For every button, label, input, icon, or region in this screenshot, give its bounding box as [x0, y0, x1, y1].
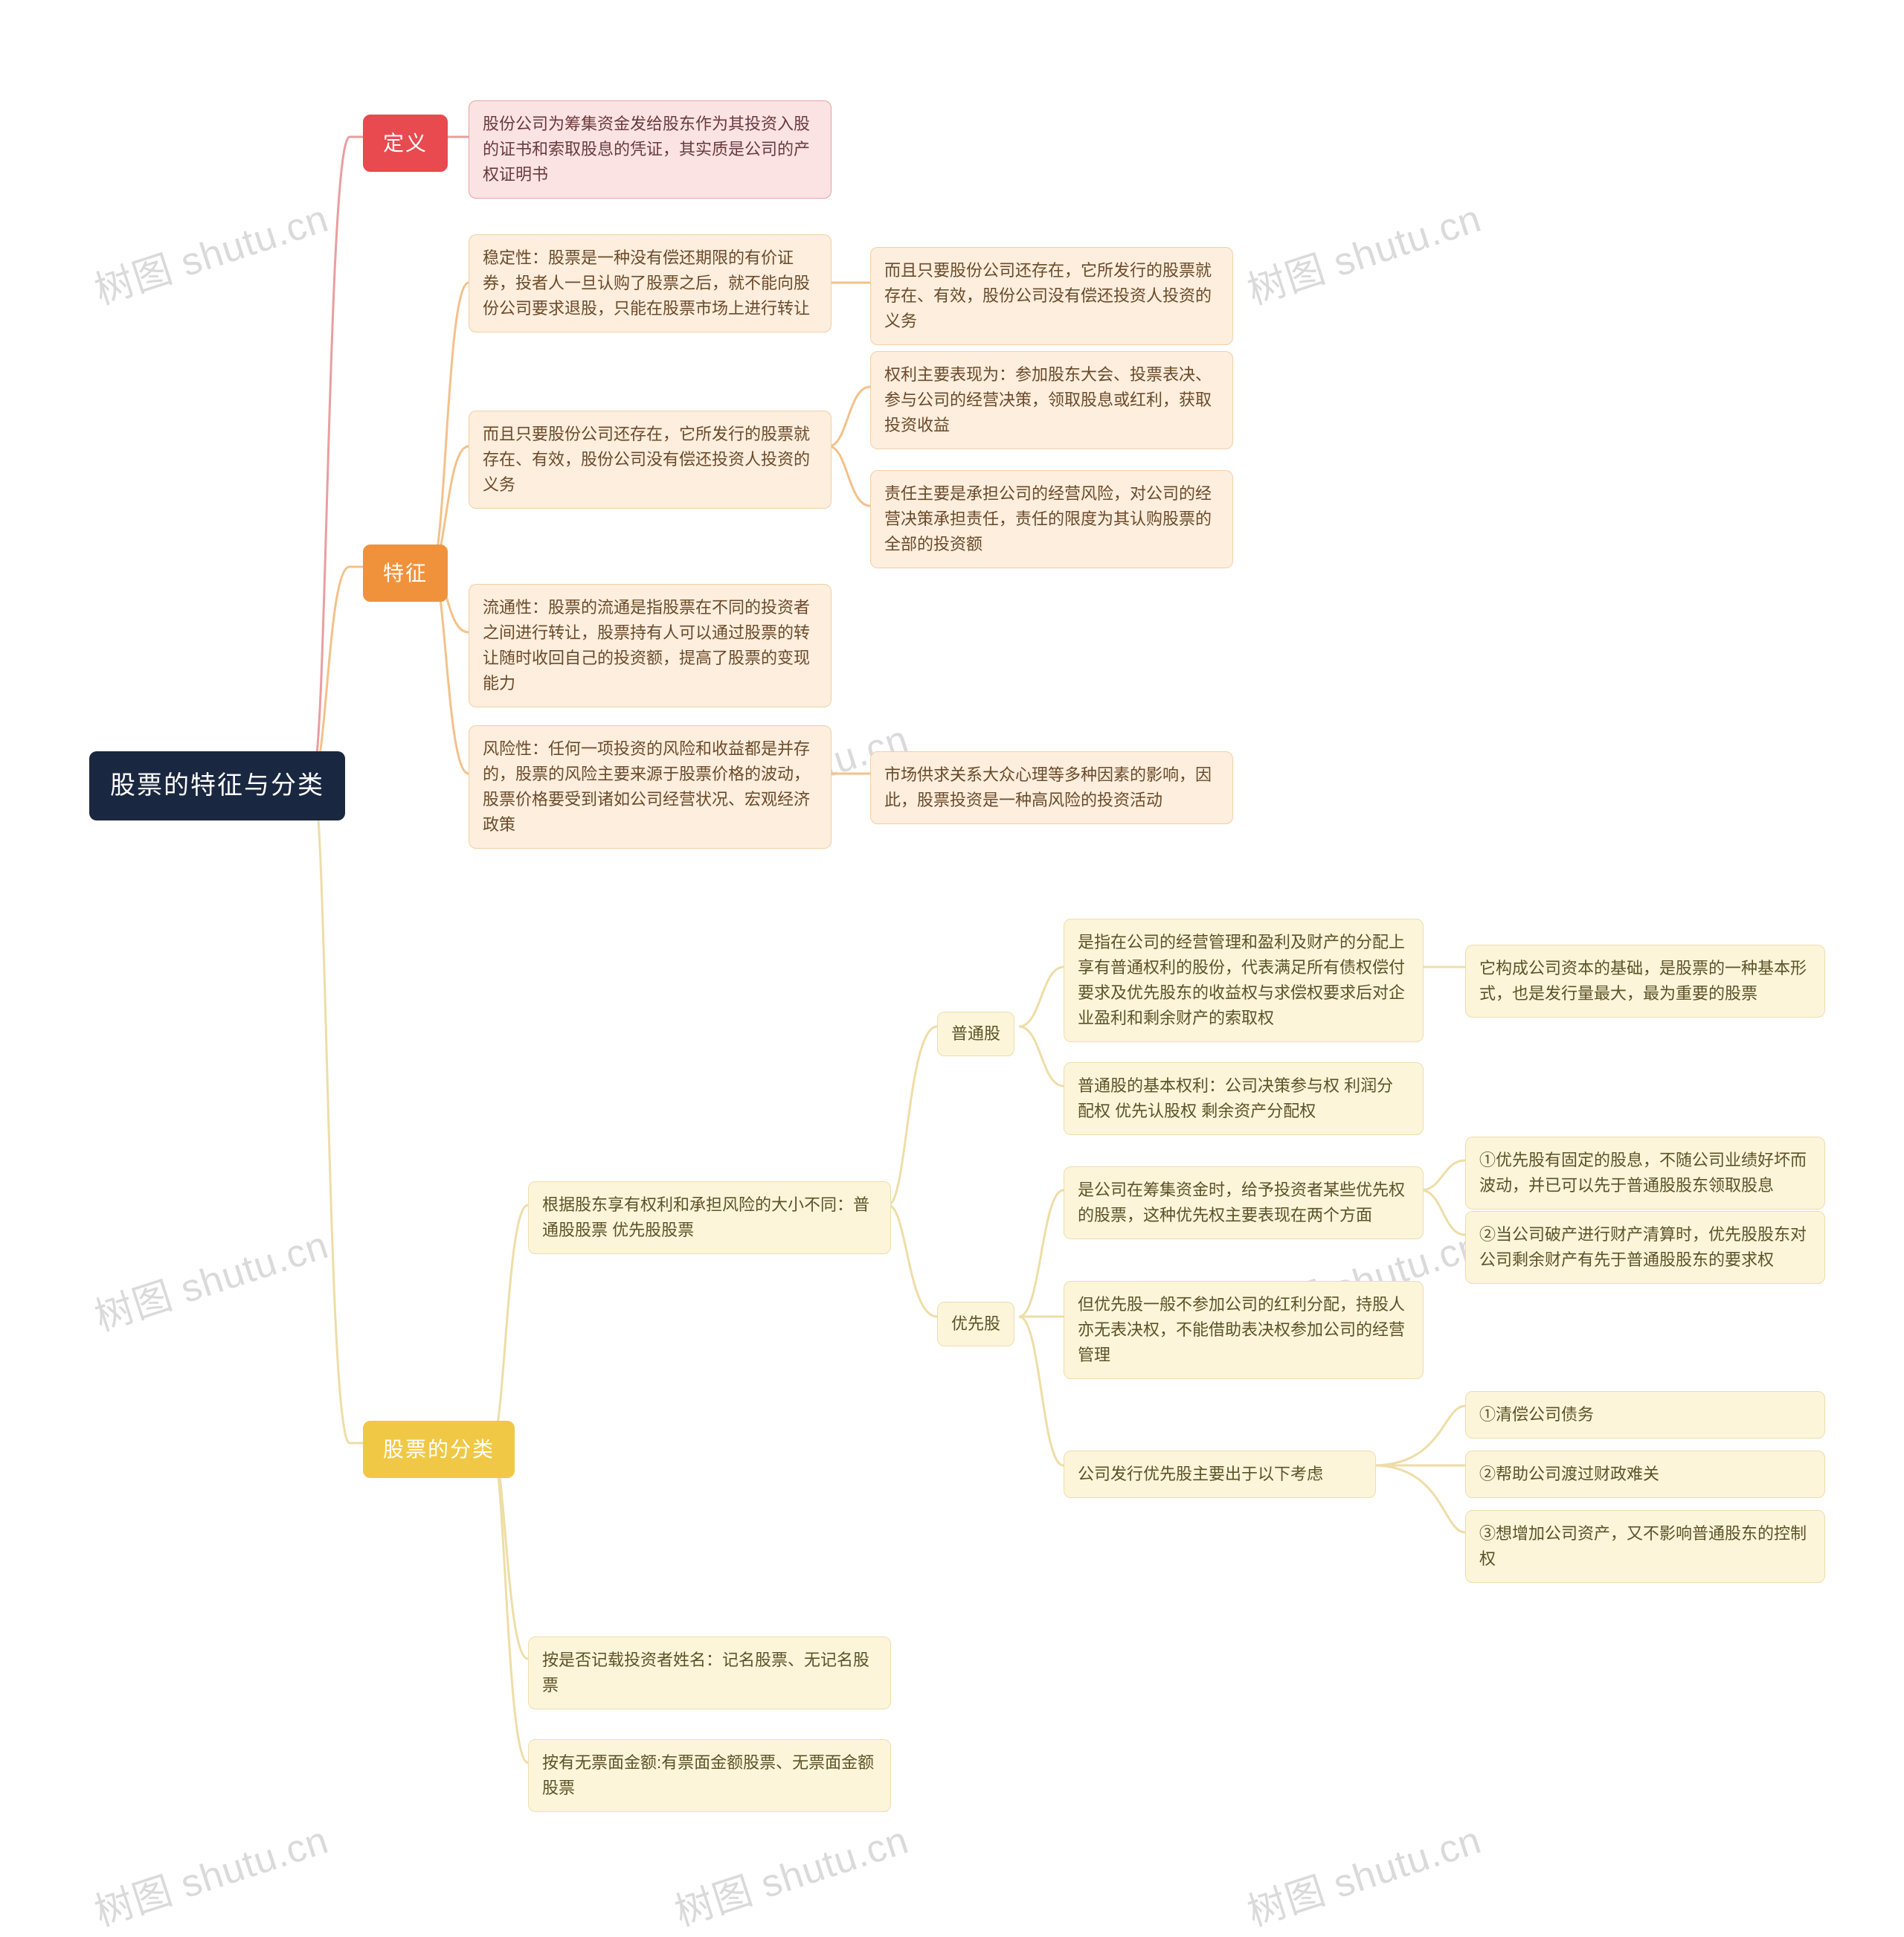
preferred-stock-label: 优先股	[937, 1302, 1014, 1346]
common-desc: 是指在公司的经营管理和盈利及财产的分配上享有普通权利的股份，代表满足所有债权偿付…	[1064, 919, 1424, 1042]
class-by-rights: 根据股东享有权利和承担风险的大小不同：普通股股票 优先股股票	[528, 1181, 891, 1254]
watermark: 树图 shutu.cn	[1239, 1808, 1487, 1936]
common-desc-sub: 它构成公司资本的基础，是股票的一种基本形式，也是发行量最大，最为重要的股票	[1465, 945, 1825, 1018]
category-features: 特征	[363, 545, 448, 602]
feature-responsibility: 责任主要是承担公司的经营风险，对公司的经营决策承担责任，责任的限度为其认购股票的…	[870, 470, 1233, 568]
preferred-adv1: ①优先股有固定的股息，不随公司业绩好坏而波动，并已可以先于普通股股东领取股息	[1465, 1137, 1825, 1210]
feature-liquidity: 流通性：股票的流通是指股票在不同的投资者之间进行转让，股票持有人可以通过股票的转…	[469, 584, 832, 707]
watermark: 树图 shutu.cn	[86, 187, 334, 315]
feature-risk: 风险性：任何一项投资的风险和收益都是并存的，股票的风险主要来源于股票价格的波动，…	[469, 725, 832, 849]
feature-stability: 稳定性：股票是一种没有偿还期限的有价证券，投者人一旦认购了股票之后，就不能向股份…	[469, 234, 832, 333]
watermark: 树图 shutu.cn	[666, 1808, 914, 1936]
common-rights: 普通股的基本权利：公司决策参与权 利润分配权 优先认股权 剩余资产分配权	[1064, 1062, 1424, 1135]
preferred-desc: 是公司在筹集资金时，给予投资者某些优先权的股票，这种优先权主要表现在两个方面	[1064, 1166, 1424, 1239]
preferred-reason-3: ③想增加公司资产，又不影响普通股东的控制权	[1465, 1510, 1825, 1583]
feature-stability-sub: 而且只要股份公司还存在，它所发行的股票就存在、有效，股份公司没有偿还投资人投资的…	[870, 247, 1233, 345]
preferred-limit: 但优先股一般不参加公司的红利分配，持股人亦无表决权，不能借助表决权参加公司的经营…	[1064, 1281, 1424, 1379]
feature-risk-sub: 市场供求关系大众心理等多种因素的影响，因此，股票投资是一种高风险的投资活动	[870, 751, 1233, 824]
category-definition: 定义	[363, 115, 448, 172]
root-node: 股票的特征与分类	[89, 751, 345, 820]
preferred-reason-2: ②帮助公司渡过财政难关	[1465, 1451, 1825, 1498]
preferred-reasons: 公司发行优先股主要出于以下考虑	[1064, 1451, 1376, 1498]
watermark: 树图 shutu.cn	[1239, 187, 1487, 315]
class-by-name: 按是否记载投资者姓名：记名股票、无记名股票	[528, 1636, 891, 1709]
category-classification: 股票的分类	[363, 1421, 515, 1478]
definition-desc: 股份公司为筹集资金发给股东作为其投资入股的证书和索取股息的凭证，其实质是公司的产…	[469, 100, 832, 199]
common-stock-label: 普通股	[937, 1012, 1014, 1056]
preferred-adv2: ②当公司破产进行财产清算时，优先股股东对公司剩余财产有先于普通股股东的要求权	[1465, 1211, 1825, 1284]
watermark: 树图 shutu.cn	[86, 1808, 334, 1936]
feature-exist: 而且只要股份公司还存在，它所发行的股票就存在、有效，股份公司没有偿还投资人投资的…	[469, 411, 832, 509]
preferred-reason-1: ①清偿公司债务	[1465, 1391, 1825, 1439]
class-by-par: 按有无票面金额:有票面金额股票、无票面金额股票	[528, 1739, 891, 1812]
watermark: 树图 shutu.cn	[86, 1213, 334, 1341]
feature-rights: 权利主要表现为：参加股东大会、投票表决、参与公司的经营决策，领取股息或红利，获取…	[870, 351, 1233, 449]
